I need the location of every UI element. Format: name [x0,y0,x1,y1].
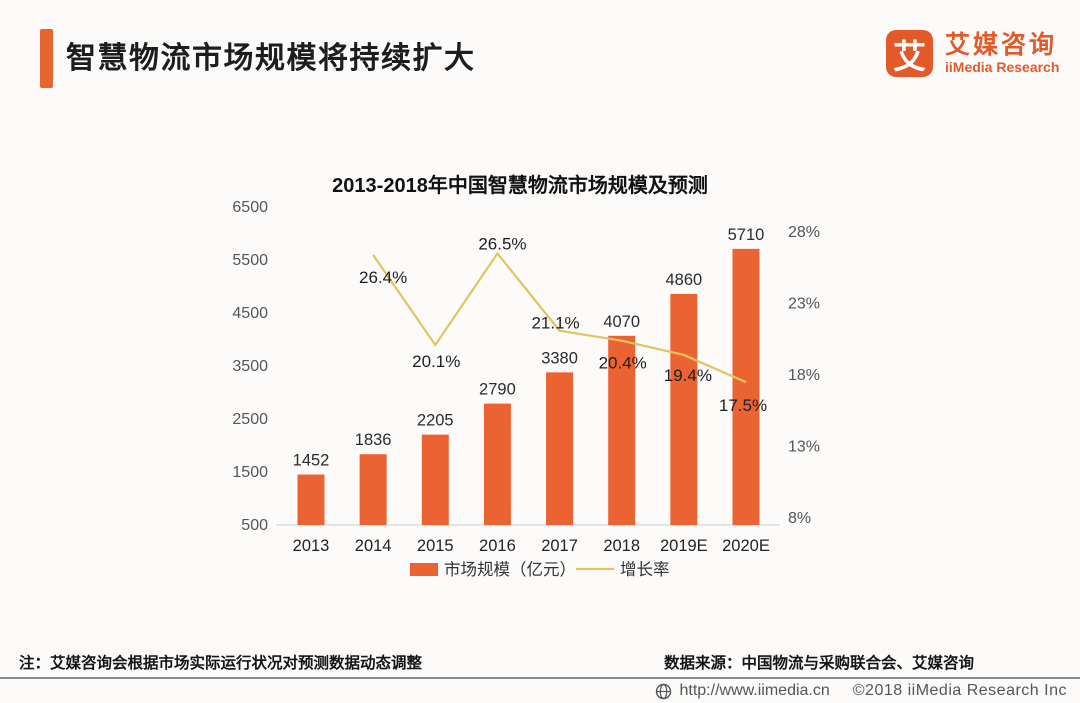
growth-label: 26.5% [478,234,526,253]
legend-line-label: 增长率 [620,560,670,579]
right-axis-tick: 18% [788,367,820,384]
x-axis-label: 2014 [355,537,392,555]
left-axis-tick: 1500 [232,464,268,481]
brand-logo: 艾 艾媒咨询 iiMedia Research [886,30,1059,77]
x-axis-label: 2015 [417,537,454,555]
logo-name-cn: 艾媒咨询 [945,31,1058,59]
x-axis-label: 2013 [293,537,330,555]
page-title: 智慧物流市场规模将持续扩大 [66,42,476,75]
right-axis-tick: 23% [788,296,820,313]
footer-divider [0,677,1080,679]
x-axis-label: 2019E [660,537,708,555]
bar-2017 [546,372,574,525]
right-axis-tick: 13% [788,439,820,456]
growth-label: 21.1% [531,314,579,333]
x-axis-label: 2017 [541,537,578,555]
logo-name-en: iiMedia Research [945,59,1060,75]
left-axis-tick: 2500 [232,411,268,428]
bar-2016 [483,403,511,525]
x-axis-label: 2016 [479,537,516,555]
bar-2014 [359,454,387,525]
bar-2013 [297,474,325,525]
growth-label: 26.4% [359,268,407,287]
growth-label: 17.5% [719,396,767,415]
footer-copyright: ©2018 iiMedia Research Inc [852,682,1067,699]
growth-label: 19.4% [664,366,712,385]
bar-2015 [421,434,449,525]
growth-label: 20.1% [412,352,460,371]
left-axis-tick: 5500 [232,252,268,269]
bar-value-label: 3380 [541,349,578,367]
left-axis-tick: 4500 [232,305,268,322]
chart-title: 2013-2018年中国智慧物流市场规模及预测 [332,173,708,197]
bar-2019E [670,293,698,525]
footer: http://www.iimedia.cn ©2018 iiMedia Rese… [655,681,1067,701]
right-axis-tick: 8% [788,510,811,527]
x-axis-label: 2020E [722,537,770,555]
left-axis-tick: 3500 [232,358,268,375]
left-axis-tick: 500 [241,517,268,534]
growth-line [372,251,747,384]
legend-bar-label: 市场规模（亿元） [444,560,576,579]
market-size-chart: 2013-2018年中国智慧物流市场规模及预测 500 1500 2500 3500 45… [232,173,820,579]
logo-text: 艾媒咨询 iiMedia Research [945,31,1060,76]
title-accent-bar [40,29,53,88]
bar-value-label: 1452 [293,452,330,470]
bar-2018 [608,335,636,525]
left-axis-tick: 6500 [232,199,268,216]
bar-value-label: 4860 [665,271,702,289]
footer-url: http://www.iimedia.cn [679,682,830,699]
bar-value-label: 2790 [479,381,516,399]
footnote: 注：艾媒咨询会根据市场实际运行状况对预测数据动态调整 [19,655,423,672]
x-axis-label: 2018 [603,537,640,555]
data-source: 数据来源：中国物流与采购联合会、艾媒咨询 [664,655,975,672]
globe-icon [656,683,672,699]
bar-value-label: 4070 [603,313,640,331]
bar-value-label: 2205 [417,412,454,430]
legend-bar-swatch [410,563,438,576]
bar-2020E [732,248,760,525]
bar-value-label: 5710 [728,226,765,244]
bar-value-label: 1836 [355,431,392,449]
right-axis-tick: 28% [788,224,820,241]
growth-label: 20.4% [599,354,647,373]
logo-icon: 艾 [886,30,933,77]
